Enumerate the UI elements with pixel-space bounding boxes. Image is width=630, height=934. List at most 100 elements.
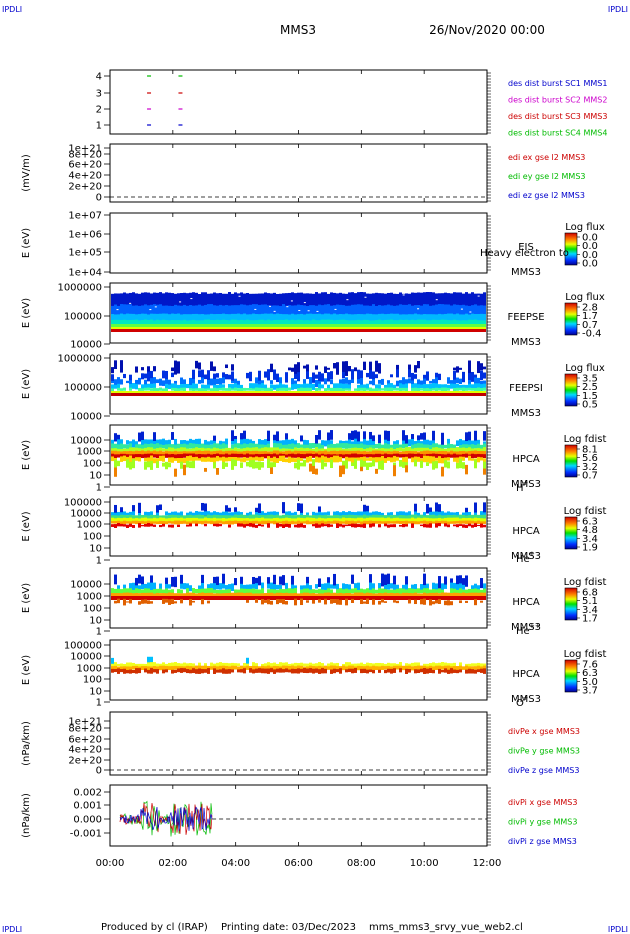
y-tick-label: 10000 bbox=[70, 580, 102, 591]
spacecraft-title: MMS3 bbox=[280, 23, 316, 37]
spacecraft-label: MMS3 bbox=[511, 267, 541, 278]
x-tick-label: 10:00 bbox=[410, 858, 439, 869]
y-tick-label: 100000 bbox=[64, 383, 102, 394]
panel-frame bbox=[109, 711, 488, 776]
legend-entry: divPi z gse MMS3 bbox=[508, 837, 577, 846]
species-charge: ++ bbox=[529, 622, 541, 630]
x-tick-label: 08:00 bbox=[347, 858, 376, 869]
colorbar-tick-label: 0.0 bbox=[582, 233, 598, 244]
panel-frame bbox=[109, 212, 488, 274]
y-tick-label: 2 bbox=[96, 105, 102, 116]
y-axis-label: E (eV) bbox=[21, 655, 32, 685]
x-axis: 00:00 02:00 04:00 06:00 08:00 10:00 12:00 bbox=[96, 858, 502, 869]
y-tick-label: 1e+05 bbox=[68, 248, 102, 259]
colorbar-tick-label: 1.7 bbox=[582, 311, 598, 322]
species-label: O bbox=[516, 698, 524, 709]
spacecraft-label: MMS3 bbox=[511, 694, 541, 705]
species-charge: + bbox=[523, 479, 529, 487]
y-tick-label: 0.000 bbox=[73, 815, 102, 826]
y-tick-label: 1 bbox=[96, 121, 102, 132]
x-tick-label: 12:00 bbox=[473, 858, 502, 869]
y-tick-label: 10 bbox=[89, 471, 102, 482]
y-tick-label: 1e+04 bbox=[68, 268, 102, 279]
y-tick-label: 0 bbox=[96, 193, 102, 204]
legend-entry: des dist burst SC3 MMS3 bbox=[508, 112, 607, 121]
y-tick-label: 10000 bbox=[70, 340, 102, 351]
colorbar-tick-label: 0.0 bbox=[582, 259, 598, 270]
colorbar-title: Log flux bbox=[565, 292, 605, 303]
colorbar-tick-label: 1.9 bbox=[582, 543, 598, 554]
colorbar-tick-label: 1.5 bbox=[582, 391, 598, 402]
legend-entry: divPi y gse MMS3 bbox=[508, 818, 577, 827]
y-tick-label: 100 bbox=[83, 532, 102, 543]
species-charge: + bbox=[523, 694, 529, 702]
colorbar-title: Log flux bbox=[565, 222, 605, 233]
colorbar bbox=[564, 444, 578, 478]
y-axis-label: E (eV) bbox=[21, 511, 32, 541]
y-axis-label: (nPa/km) bbox=[21, 721, 32, 766]
colorbar bbox=[564, 516, 578, 550]
footer-file: mms_mms3_srvy_vue_web2.cl bbox=[369, 922, 523, 933]
y-tick-label: 4e+20 bbox=[68, 745, 102, 756]
legend-entry: divPi x gse MMS3 bbox=[508, 798, 577, 807]
legend-entry: des dist burst SC1 MMS1 bbox=[508, 79, 607, 88]
y-axis-label: E (eV) bbox=[21, 583, 32, 613]
y-axis-label: E (eV) bbox=[21, 369, 32, 399]
right-ticks bbox=[487, 215, 491, 271]
right-ticks bbox=[487, 427, 491, 483]
y-tick-label: 1000000 bbox=[57, 354, 102, 365]
y-tick-label: 6e+20 bbox=[68, 160, 102, 171]
footer-produced: Produced by cl (IRAP) bbox=[101, 922, 208, 933]
footer-printing-date: Printing date: 03/Dec/2023 bbox=[221, 922, 356, 933]
colorbar bbox=[564, 232, 578, 266]
y-tick-label: 10000 bbox=[70, 652, 102, 663]
y-tick-label: 100000 bbox=[64, 498, 102, 509]
corner-label-bottom-left: IPDLI bbox=[2, 925, 22, 934]
corner-label-bottom-right: IPDLI bbox=[608, 925, 628, 934]
legend-entry: divPe y gse MMS3 bbox=[508, 747, 580, 756]
legend-entry: divPe z gse MMS3 bbox=[508, 766, 579, 775]
y-tick-label: 100000 bbox=[64, 312, 102, 323]
right-ticks bbox=[487, 72, 491, 134]
y-axis-label: (nPa/km) bbox=[21, 793, 32, 838]
colorbar-tick-label: 6.3 bbox=[582, 668, 598, 679]
colorbar-tick-label: 3.4 bbox=[582, 534, 598, 545]
y-tick-label: 4 bbox=[96, 72, 102, 83]
spectrogram bbox=[111, 360, 486, 396]
instrument-label: HPCA bbox=[512, 597, 540, 608]
colorbar-tick-label: 0.5 bbox=[582, 400, 598, 411]
colorbar-tick-label: -0.4 bbox=[582, 329, 602, 340]
y-tick-label: 1e+07 bbox=[68, 211, 102, 222]
y-tick-label: 3 bbox=[96, 89, 102, 100]
spacecraft-label: MMS3 bbox=[511, 337, 541, 348]
y-tick-label: 0.002 bbox=[73, 788, 102, 799]
colorbar bbox=[564, 373, 578, 407]
species-label: H bbox=[516, 483, 524, 494]
right-ticks bbox=[487, 714, 491, 773]
y-tick-label: 0.001 bbox=[73, 801, 102, 812]
species-charge: + bbox=[529, 550, 535, 558]
y-tick-label: 8e+20 bbox=[68, 724, 102, 735]
y-tick-label: 1000 bbox=[77, 664, 102, 675]
y-axis-label: E (eV) bbox=[21, 440, 32, 470]
panel-feepse: 10000 100000 1000000 E (eV) Log flux2.81.70.… bbox=[21, 282, 605, 351]
y-tick-label: 10000 bbox=[70, 412, 102, 423]
colorbar-tick-label: 3.5 bbox=[582, 374, 598, 385]
y-tick-label: 1 bbox=[96, 483, 102, 494]
y-axis-label: E (eV) bbox=[21, 228, 32, 258]
y-tick-label: 1000 bbox=[77, 447, 102, 458]
x-tick-label: 04:00 bbox=[221, 858, 250, 869]
legend-entry: des dist burst SC2 MMS2 bbox=[508, 96, 607, 105]
legend-entry: edi ez gse l2 MMS3 bbox=[508, 191, 585, 200]
spacecraft-label: MMS3 bbox=[511, 551, 541, 562]
corner-label-top-right: IPDLI bbox=[608, 5, 628, 14]
y-tick-label: 1 bbox=[96, 627, 102, 638]
instrument-label: FEEPSE bbox=[507, 312, 544, 323]
colorbar-tick-label: 0.0 bbox=[582, 241, 598, 252]
colorbar-tick-label: 5.6 bbox=[582, 453, 598, 464]
x-tick-label: 06:00 bbox=[284, 858, 313, 869]
instrument-label: HPCA bbox=[512, 526, 540, 537]
